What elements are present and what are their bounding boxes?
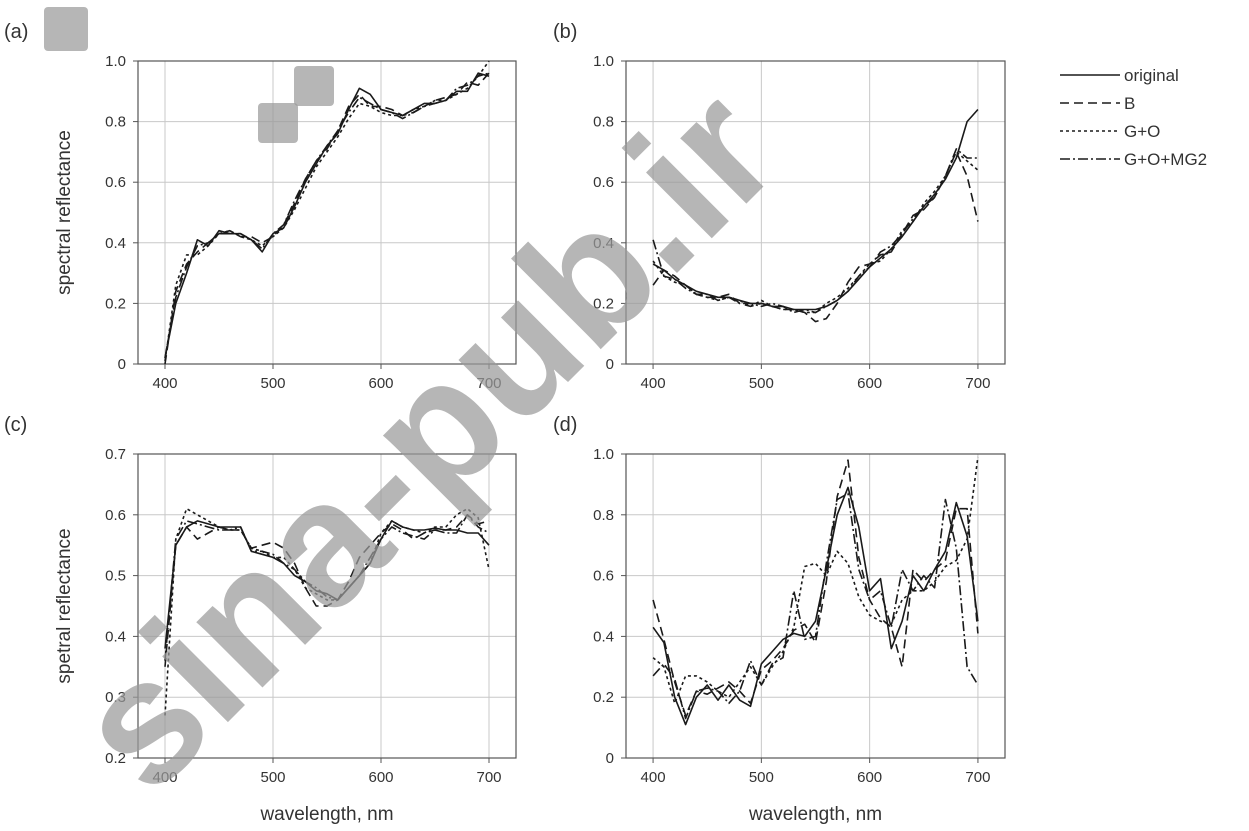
panel-label: (a) [4, 21, 28, 43]
x-tick-label: 500 [749, 769, 774, 786]
series-line-b [652, 459, 979, 717]
y-axis-label: spectral reflectance [54, 130, 75, 295]
x-tick-label: 400 [641, 769, 666, 786]
y-tick-label: 1.0 [105, 53, 126, 70]
legend-label: B [1124, 94, 1135, 113]
series-line-original [164, 72, 490, 359]
series-line-b [164, 72, 490, 365]
panel-label: (c) [4, 414, 27, 436]
x-tick-label: 400 [641, 375, 666, 392]
series-line-original [164, 520, 490, 649]
series-line-g-o [164, 60, 490, 362]
series-line-g-o-mg2 [164, 72, 490, 359]
x-tick-label: 600 [857, 769, 882, 786]
y-tick-label: 0 [118, 356, 126, 373]
series-line-g-o-mg2 [164, 513, 490, 661]
x-tick-label: 600 [857, 375, 882, 392]
y-tick-label: 1.0 [593, 446, 614, 463]
y-tick-label: 0 [606, 356, 614, 373]
y-tick-label: 0.4 [105, 628, 126, 645]
series-line-original [652, 108, 979, 311]
plot-frame [137, 453, 517, 759]
panel-a: 400 500 600 700 0 0.2 0.4 0.6 0.8 1.0 (a) spectral … [4, 21, 517, 392]
x-axis-label: wavelength, nm [748, 804, 882, 825]
series-line-g-o [652, 456, 979, 705]
y-tick-label: 0.4 [593, 235, 614, 252]
x-tick-label: 500 [260, 375, 285, 392]
series-line-g-o-mg2 [652, 148, 978, 314]
y-tick-label: 0.6 [105, 507, 126, 524]
x-tick-label: 500 [749, 375, 774, 392]
y-tick-label: 1.0 [593, 53, 614, 70]
x-tick-label: 600 [368, 769, 393, 786]
y-tick-label: 0.3 [105, 689, 126, 706]
panel-d: 400 500 600 700 0 0.2 0.4 0.6 0.8 1.0 (d) wavelengt… [553, 414, 1006, 825]
x-tick-label: 700 [476, 769, 501, 786]
y-tick-label: 0.2 [593, 295, 614, 312]
y-tick-label: 0.4 [105, 235, 126, 252]
y-tick-label: 0 [606, 750, 614, 767]
x-tick-label: 500 [260, 769, 285, 786]
panel-c: 400 500 600 700 0.2 0.3 0.4 0.5 0.6 0.7 (c) spetral… [4, 414, 517, 825]
y-tick-label: 0.6 [593, 174, 614, 191]
plot-frame [625, 60, 1006, 365]
series-line-original [652, 486, 979, 726]
panel-label: (d) [553, 414, 577, 436]
y-tick-label: 0.6 [105, 174, 126, 191]
legend-label: G+O+MG2 [1124, 150, 1207, 169]
legend-label: G+O [1124, 122, 1160, 141]
panel-label: (b) [553, 21, 577, 43]
legend-label: original [1124, 66, 1179, 85]
x-tick-label: 700 [476, 375, 501, 392]
series-line-g-o-mg2 [652, 492, 979, 720]
y-tick-label: 0.6 [593, 568, 614, 585]
y-axis-label: spetral reflectance [54, 528, 75, 683]
y-tick-label: 0.8 [593, 507, 614, 524]
plot-frame [625, 453, 1006, 759]
panel-b: 400 500 600 700 0 0.2 0.4 0.6 0.8 1.0 (b) [553, 21, 1006, 392]
series-line-g-o [652, 151, 979, 314]
x-tick-label: 600 [368, 375, 393, 392]
x-tick-label: 700 [965, 375, 990, 392]
y-tick-label: 0.2 [105, 295, 126, 312]
x-tick-label: 400 [152, 375, 177, 392]
y-tick-label: 0.2 [105, 750, 126, 767]
x-tick-label: 400 [152, 769, 177, 786]
x-axis-label: wavelength, nm [259, 804, 393, 825]
y-tick-label: 0.8 [105, 114, 126, 131]
y-tick-label: 0.7 [105, 446, 126, 463]
legend: original B G+O G+O+MG2 [1060, 66, 1207, 169]
y-tick-label: 0.5 [105, 568, 126, 585]
y-tick-label: 0.2 [593, 689, 614, 706]
x-tick-label: 700 [965, 769, 990, 786]
plot-frame [137, 60, 517, 365]
y-tick-label: 0.8 [593, 114, 614, 131]
y-tick-label: 0.4 [593, 628, 614, 645]
series-line-b [164, 513, 490, 667]
series-line-g-o [164, 507, 490, 716]
